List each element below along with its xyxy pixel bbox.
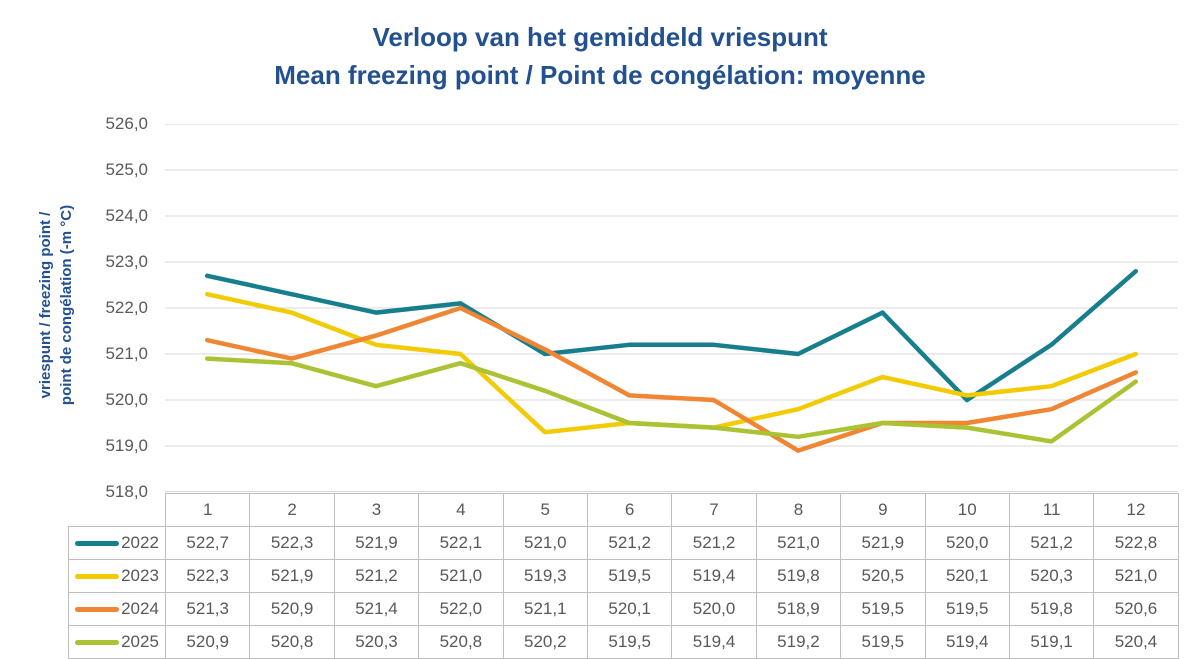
value-cell: 521,0 — [502, 526, 588, 560]
value-cell: 521,0 — [418, 559, 504, 593]
value-cell: 520,8 — [249, 625, 335, 659]
month-header-cell: 4 — [418, 493, 504, 527]
value-cell: 519,4 — [924, 625, 1010, 659]
chart-title: Verloop van het gemiddeld vriespunt Mean… — [0, 18, 1200, 94]
legend-line-swatch — [75, 606, 120, 612]
series-line-2025 — [204, 356, 1139, 444]
value-cell: 521,3 — [164, 592, 251, 626]
value-cell: 520,0 — [671, 592, 757, 626]
chart-title-line1: Verloop van het gemiddeld vriespunt — [372, 22, 828, 52]
legend-year-label: 2024 — [121, 599, 159, 618]
value-cell: 519,8 — [1008, 592, 1095, 626]
value-cell: 519,8 — [755, 559, 842, 593]
month-header-cell: 7 — [671, 493, 757, 527]
value-cell: 522,0 — [418, 592, 504, 626]
value-cell: 519,4 — [671, 559, 757, 593]
value-cell: 519,3 — [502, 559, 588, 593]
series-line-2023 — [204, 291, 1139, 435]
value-cell: 520,2 — [502, 625, 588, 659]
y-tick-label: 524,0 — [105, 206, 148, 225]
value-cell: 522,1 — [418, 526, 504, 560]
month-header-cell: 5 — [502, 493, 588, 527]
y-tick-label: 518,0 — [105, 482, 148, 501]
legend-year-label: 2023 — [121, 566, 159, 585]
value-cell: 522,3 — [249, 526, 335, 560]
month-header-cell: 6 — [586, 493, 673, 527]
month-header-cell: 2 — [249, 493, 335, 527]
value-cell: 519,2 — [755, 625, 842, 659]
value-cell: 521,9 — [333, 526, 420, 560]
series-line-2022 — [204, 268, 1139, 403]
value-cell: 521,9 — [840, 526, 926, 560]
value-cell: 520,3 — [333, 625, 420, 659]
y-tick-label: 523,0 — [105, 252, 148, 271]
value-cell: 520,1 — [586, 592, 673, 626]
value-cell: 520,5 — [840, 559, 926, 593]
month-header-cell: 9 — [840, 493, 926, 527]
y-tick-label: 519,0 — [105, 436, 148, 455]
value-cell: 520,9 — [249, 592, 335, 626]
value-cell: 518,9 — [755, 592, 842, 626]
y-tick-label: 525,0 — [105, 160, 148, 179]
legend-year-label: 2022 — [121, 533, 159, 552]
table-row: 2023 522,3 521,9 521,2 521,0 519,3 519,5 519,4 5… — [68, 559, 1179, 593]
series-line-2024 — [204, 305, 1139, 453]
value-cell: 521,0 — [1093, 559, 1179, 593]
y-tick-label: 526,0 — [105, 114, 148, 133]
value-cell: 522,8 — [1093, 526, 1179, 560]
value-cell: 520,4 — [1093, 625, 1179, 659]
value-cell: 521,2 — [333, 559, 420, 593]
legend-cell-2024: 2024 — [68, 592, 166, 626]
y-tick-label: 522,0 — [105, 298, 148, 317]
value-cell: 519,1 — [1008, 625, 1095, 659]
table-corner-blank — [69, 494, 166, 527]
month-header-cell: 8 — [755, 493, 842, 527]
y-tick-label: 520,0 — [105, 390, 148, 409]
value-cell: 519,5 — [586, 559, 673, 593]
legend-year-label: 2025 — [121, 632, 159, 651]
value-cell: 521,1 — [502, 592, 588, 626]
value-cell: 520,8 — [418, 625, 504, 659]
value-cell: 521,2 — [671, 526, 757, 560]
value-cell: 521,2 — [586, 526, 673, 560]
value-cell: 519,5 — [840, 625, 926, 659]
month-header-cell: 3 — [333, 493, 420, 527]
value-cell: 521,2 — [1008, 526, 1095, 560]
data-table: 1 2 3 4 5 6 7 8 9 10 11 12 2022 522,7 522,3 521,9 522,1 5… — [68, 493, 1179, 659]
table-row: 2022 522,7 522,3 521,9 522,1 521,0 521,2 521,2 5… — [68, 526, 1179, 560]
value-cell: 519,4 — [671, 625, 757, 659]
value-cell: 521,4 — [333, 592, 420, 626]
value-cell: 520,3 — [1008, 559, 1095, 593]
value-cell: 521,9 — [249, 559, 335, 593]
legend-cell-2025: 2025 — [68, 625, 166, 659]
plot-area — [165, 124, 1178, 492]
table-row: 2024 521,3 520,9 521,4 522,0 521,1 520,1 520,0 5… — [68, 592, 1179, 626]
value-cell: 520,0 — [924, 526, 1010, 560]
month-header-cell: 1 — [164, 493, 251, 527]
value-cell: 519,5 — [586, 625, 673, 659]
value-cell: 520,6 — [1093, 592, 1179, 626]
month-header-cell: 10 — [924, 493, 1010, 527]
y-tick-label: 521,0 — [105, 344, 148, 363]
value-cell: 521,0 — [755, 526, 842, 560]
value-cell: 520,1 — [924, 559, 1010, 593]
legend-cell-2023: 2023 — [68, 559, 166, 593]
value-cell: 519,5 — [840, 592, 926, 626]
legend-line-swatch — [75, 639, 120, 645]
month-header-cell: 12 — [1093, 493, 1179, 527]
legend-line-swatch — [75, 573, 120, 579]
value-cell: 522,7 — [164, 526, 251, 560]
month-header-row: 1 2 3 4 5 6 7 8 9 10 11 12 — [69, 493, 1179, 527]
legend-line-swatch — [75, 540, 120, 546]
value-cell: 522,3 — [164, 559, 251, 593]
chart-title-line2: Mean freezing point / Point de congélati… — [274, 60, 926, 90]
legend-cell-2022: 2022 — [68, 526, 166, 560]
month-header-cell: 11 — [1008, 493, 1095, 527]
table-row: 2025 520,9 520,8 520,3 520,8 520,2 519,5 519,4 5… — [68, 625, 1179, 659]
value-cell: 520,9 — [164, 625, 251, 659]
value-cell: 519,5 — [924, 592, 1010, 626]
